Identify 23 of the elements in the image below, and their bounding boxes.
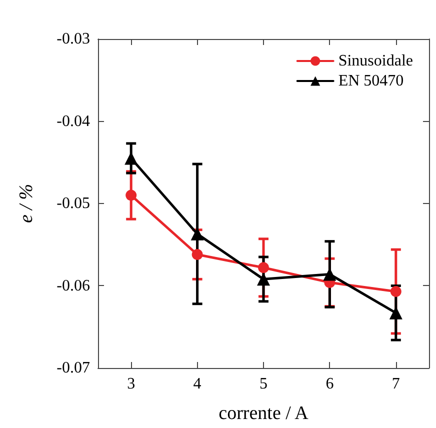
point [190, 227, 204, 240]
y-tick-label: -0.03 [56, 30, 90, 48]
point [124, 152, 138, 165]
x-tick-label: 7 [392, 376, 400, 392]
point [389, 306, 402, 320]
y-tick-label: -0.06 [56, 277, 90, 294]
point [126, 190, 137, 201]
y-tick-label: -0.07 [56, 360, 90, 376]
point [390, 286, 402, 298]
y-tick-label: -0.05 [56, 195, 90, 212]
point [258, 262, 269, 274]
x-tick-label: 4 [193, 376, 202, 392]
x-axis-title: corrente / A [218, 403, 309, 424]
x-tick-label: 5 [260, 376, 268, 392]
x-tick-label: 6 [326, 376, 334, 392]
legend-label: EN 50470 [338, 72, 404, 90]
point [257, 272, 270, 286]
y-axis-title: e / % [16, 184, 37, 224]
x-tick-label: 3 [127, 376, 136, 392]
y-tick-label: -0.04 [56, 112, 90, 130]
point [323, 268, 336, 281]
point [192, 249, 203, 260]
legend-label: Sinusoidale [338, 52, 414, 70]
